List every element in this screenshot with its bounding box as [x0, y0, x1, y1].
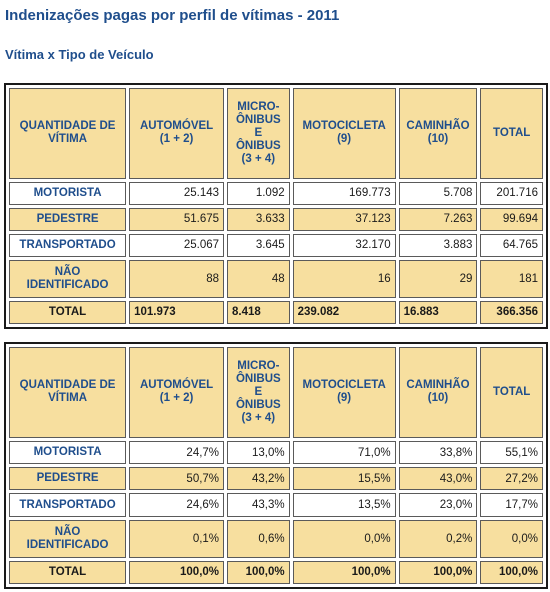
table-cell: 43,2% — [227, 467, 290, 491]
row-label-transportado: TRANSPORTADO — [9, 233, 127, 257]
header-automovel: AUTOMÓVEL (1 + 2) — [129, 347, 225, 438]
table-cell: 43,3% — [227, 493, 290, 517]
total-row: TOTAL 100,0% 100,0% 100,0% 100,0% 100,0% — [9, 560, 543, 584]
table-cell: 100,0% — [480, 560, 543, 584]
header-total: TOTAL — [480, 88, 543, 179]
table-cell: 0,0% — [292, 519, 396, 558]
quantity-table: QUANTIDADE DE VÍTIMA AUTOMÓVEL (1 + 2) M… — [4, 83, 548, 329]
table-cell: 16 — [292, 259, 396, 298]
table-cell: 64.765 — [480, 233, 543, 257]
header-motocicleta: MOTOCICLETA (9) — [292, 347, 396, 438]
table-cell: 239.082 — [292, 300, 396, 324]
table-cell: 169.773 — [292, 181, 396, 205]
row-label-transportado: TRANSPORTADO — [9, 493, 127, 517]
table-cell: 100,0% — [227, 560, 290, 584]
table-cell: 1.092 — [227, 181, 290, 205]
table-cell: 88 — [129, 259, 225, 298]
table-cell: 25.143 — [129, 181, 225, 205]
table-cell: 99.694 — [480, 207, 543, 231]
table-row: PEDESTRE 51.675 3.633 37.123 7.263 99.69… — [9, 207, 543, 231]
table-cell: 3.883 — [398, 233, 478, 257]
table-cell: 23,0% — [398, 493, 478, 517]
table-cell: 15,5% — [292, 467, 396, 491]
table-row: PEDESTRE 50,7% 43,2% 15,5% 43,0% 27,2% — [9, 467, 543, 491]
header-micro-onibus: MICRO- ÔNIBUS E ÔNIBUS (3 + 4) — [227, 347, 290, 438]
header-caminhao: CAMINHÃO (10) — [398, 347, 478, 438]
row-label-motorista: MOTORISTA — [9, 440, 127, 465]
header-victim-quantity: QUANTIDADE DE VÍTIMA — [9, 88, 127, 179]
table-cell: 27,2% — [480, 467, 543, 491]
table-row: NÃO IDENTIFICADO 0,1% 0,6% 0,0% 0,2% 0,0… — [9, 519, 543, 558]
table-cell: 0,1% — [129, 519, 225, 558]
table-cell: 101.973 — [129, 300, 225, 324]
row-label-pedestre: PEDESTRE — [9, 467, 127, 491]
header-total: TOTAL — [480, 347, 543, 438]
percentage-table: QUANTIDADE DE VÍTIMA AUTOMÓVEL (1 + 2) M… — [4, 342, 548, 589]
page-title: Indenizações pagas por perfil de vítimas… — [5, 7, 340, 24]
table-cell: 43,0% — [398, 467, 478, 491]
table-cell: 25.067 — [129, 233, 225, 257]
table-cell: 100,0% — [398, 560, 478, 584]
table-row: TRANSPORTADO 25.067 3.645 32.170 3.883 6… — [9, 233, 543, 257]
table-cell: 100,0% — [129, 560, 225, 584]
row-label-pedestre: PEDESTRE — [9, 207, 127, 231]
table-cell: 5.708 — [398, 181, 478, 205]
table-cell: 16.883 — [398, 300, 478, 324]
table-cell: 13,0% — [227, 440, 290, 465]
table-cell: 33,8% — [398, 440, 478, 465]
header-caminhao: CAMINHÃO (10) — [398, 88, 478, 179]
table-cell: 3.645 — [227, 233, 290, 257]
table-cell: 181 — [480, 259, 543, 298]
table-cell: 0,6% — [227, 519, 290, 558]
row-label-total: TOTAL — [9, 560, 127, 584]
table-cell: 201.716 — [480, 181, 543, 205]
table-cell: 71,0% — [292, 440, 396, 465]
table-cell: 48 — [227, 259, 290, 298]
table-cell: 7.263 — [398, 207, 478, 231]
table-row: NÃO IDENTIFICADO 88 48 16 29 181 — [9, 259, 543, 298]
header-micro-onibus: MICRO- ÔNIBUS E ÔNIBUS (3 + 4) — [227, 88, 290, 179]
total-row: TOTAL 101.973 8.418 239.082 16.883 366.3… — [9, 300, 543, 324]
table-row: TRANSPORTADO 24,6% 43,3% 13,5% 23,0% 17,… — [9, 493, 543, 517]
table-cell: 100,0% — [292, 560, 396, 584]
header-motocicleta: MOTOCICLETA (9) — [292, 88, 396, 179]
table-cell: 55,1% — [480, 440, 543, 465]
header-victim-quantity: QUANTIDADE DE VÍTIMA — [9, 347, 127, 438]
table-cell: 3.633 — [227, 207, 290, 231]
row-label-nao-identificado: NÃO IDENTIFICADO — [9, 259, 127, 298]
section-subtitle: Vítima x Tipo de Veículo — [5, 47, 154, 62]
table-cell: 0,2% — [398, 519, 478, 558]
table-cell: 29 — [398, 259, 478, 298]
table-cell: 366.356 — [480, 300, 543, 324]
table-cell: 0,0% — [480, 519, 543, 558]
row-label-motorista: MOTORISTA — [9, 181, 127, 205]
table-row: MOTORISTA 24,7% 13,0% 71,0% 33,8% 55,1% — [9, 440, 543, 465]
table-cell: 8.418 — [227, 300, 290, 324]
table-cell: 37.123 — [292, 207, 396, 231]
table-cell: 51.675 — [129, 207, 225, 231]
row-label-nao-identificado: NÃO IDENTIFICADO — [9, 519, 127, 558]
table-cell: 32.170 — [292, 233, 396, 257]
row-label-total: TOTAL — [9, 300, 127, 324]
table-cell: 17,7% — [480, 493, 543, 517]
table-cell: 24,7% — [129, 440, 225, 465]
table-cell: 50,7% — [129, 467, 225, 491]
header-automovel: AUTOMÓVEL (1 + 2) — [129, 88, 225, 179]
table-row: MOTORISTA 25.143 1.092 169.773 5.708 201… — [9, 181, 543, 205]
table-cell: 24,6% — [129, 493, 225, 517]
table-cell: 13,5% — [292, 493, 396, 517]
